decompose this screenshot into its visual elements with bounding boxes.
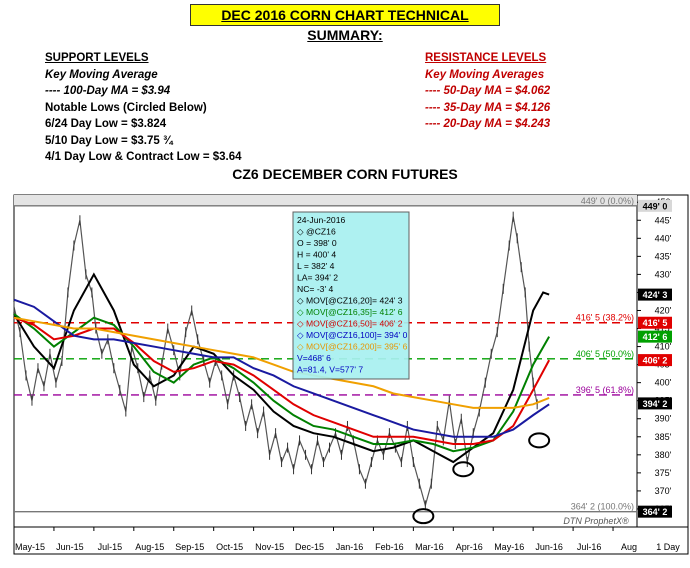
resistance-levels-panel: RESISTANCE LEVELS Key Moving Averages --… [425, 50, 550, 133]
notable-low-circle [452, 461, 475, 478]
tooltip-line: H = 400' 4 [297, 250, 336, 260]
tooltip-line: L = 382' 4 [297, 261, 335, 271]
watermark: DTN ProphetX® [563, 516, 629, 526]
resistance-line: ---- 20-Day MA = $4.243 [425, 118, 551, 130]
support-line: 5/10 Day Low = $3.75 ¾ [45, 134, 173, 147]
x-tick-label: Jul-15 [98, 542, 123, 552]
retracement-label: 449' 0 (0.0%) [581, 196, 634, 206]
y-tick-label: 435' [655, 251, 672, 261]
tooltip-line: NC= -3' 4 [297, 284, 333, 294]
notable-low-circle [412, 508, 435, 525]
chart-title: CZ6 DECEMBER CORN FUTURES [232, 166, 458, 182]
y-tick-label: 385' [655, 432, 672, 442]
y-tick-label: 400' [655, 378, 672, 388]
y-tick-label: 390' [655, 414, 672, 424]
price-tag [638, 199, 672, 212]
price-tag-label: 364' 2 [643, 507, 668, 517]
tooltip-line: ◇ MOV[@CZ16,200]= 395' 6 [297, 342, 408, 352]
moving-average-line [13, 313, 551, 453]
notable-low-circle [528, 432, 551, 449]
support-line: ---- 100-Day MA = $3.94 [45, 85, 171, 97]
x-axis-panel [13, 526, 689, 555]
x-tick-label: Oct-15 [216, 542, 243, 552]
price-tag-label: 424' 3 [643, 290, 668, 300]
support-line: 6/24 Day Low = $3.824 [45, 118, 167, 130]
moving-average-line [13, 298, 550, 438]
support-line: Notable Lows (Circled Below) [45, 101, 207, 114]
y-tick-label: 380' [655, 450, 672, 460]
x-tick-label: Mar-16 [415, 542, 444, 552]
price-tag-label: 449' 0 [643, 201, 668, 211]
price-tag [638, 397, 672, 410]
x-tick-label: Feb-16 [375, 542, 404, 552]
x-tick-label: May-15 [15, 542, 45, 552]
price-tag [638, 288, 672, 301]
tooltip-line: ◇ MOV[@CZ16,20]= 424' 3 [297, 296, 403, 306]
support-line: Key Moving Average [45, 68, 158, 81]
period-label: 1 Day [656, 542, 680, 552]
tooltip-line: ◇ MOV[@CZ16,35]= 412' 6 [297, 307, 403, 317]
price-tag-label: 412' 6 [643, 332, 668, 342]
resistance-line: ---- 35-Day MA = $4.126 [425, 101, 551, 114]
y-tick-label: 375' [655, 468, 672, 478]
resistance-heading: RESISTANCE LEVELS [425, 52, 547, 64]
tooltip-line: LA= 394' 2 [297, 273, 338, 283]
top-band [14, 195, 637, 206]
price-tag-label: 394' 2 [643, 399, 668, 409]
resistance-line: Key Moving Averages [425, 68, 545, 81]
x-tick-label: Aug [621, 542, 637, 552]
retracement-label: 406' 5 (50.0%) [576, 349, 634, 359]
x-tick-label: Sep-15 [175, 542, 204, 552]
support-levels-panel: SUPPORT LEVELS Key Moving Average ---- 1… [45, 50, 242, 166]
x-tick-label: Jul-16 [577, 542, 602, 552]
price-tag [638, 354, 672, 367]
support-heading: SUPPORT LEVELS [45, 52, 149, 64]
x-tick-label: Jun-15 [56, 542, 84, 552]
tooltip-line: A=81.4, V=577' 7 [297, 365, 363, 375]
x-tick-label: Jan-16 [336, 542, 364, 552]
y-tick-label: 410' [655, 342, 672, 352]
retracement-label: 364' 2 (100.0%) [571, 502, 634, 512]
price-tag-label: 416' 5 [643, 318, 668, 328]
moving-average-line [13, 316, 551, 445]
price-tag [638, 505, 672, 518]
price-tag [638, 330, 672, 343]
x-tick-label: May-16 [494, 542, 524, 552]
price-tag-label: 406' 2 [643, 356, 668, 366]
support-line: 4/1 Day Low & Contract Low = $3.64 [45, 151, 242, 163]
x-tick-label: Dec-15 [295, 542, 324, 552]
price-tag [638, 316, 672, 329]
x-tick-label: Nov-15 [255, 542, 284, 552]
page-title: DEC 2016 CORN CHART TECHNICAL SUMMARY: [190, 4, 500, 43]
y-tick-label: 420' [655, 305, 672, 315]
y-tick-label: 445' [655, 215, 672, 225]
y-tick-label: 370' [655, 486, 672, 496]
tooltip-line: 24-Jun-2016 [297, 215, 345, 225]
tooltip-line: ◇ @CZ16 [297, 227, 336, 237]
retracement-label: 396' 5 (61.8%) [576, 385, 634, 395]
tooltip-line: ◇ MOV[@CZ16,100]= 394' 0 [297, 330, 408, 340]
tooltip-line: O = 398' 0 [297, 238, 337, 248]
y-tick-label: 430' [655, 269, 672, 279]
resistance-line: ---- 50-Day MA = $4.062 [425, 85, 551, 97]
x-tick-label: Aug-15 [135, 542, 164, 552]
x-tick-label: Apr-16 [456, 542, 483, 552]
retracement-label: 416' 5 (38.2%) [576, 313, 634, 323]
moving-average-line [13, 316, 550, 409]
tooltip-line: ◇ MOV[@CZ16,50]= 406' 2 [297, 319, 403, 329]
y-tick-label: 440' [655, 233, 672, 243]
x-tick-label: Jun-16 [535, 542, 563, 552]
tooltip-line: V=468' 6 [297, 353, 331, 363]
data-tooltip [292, 211, 410, 380]
